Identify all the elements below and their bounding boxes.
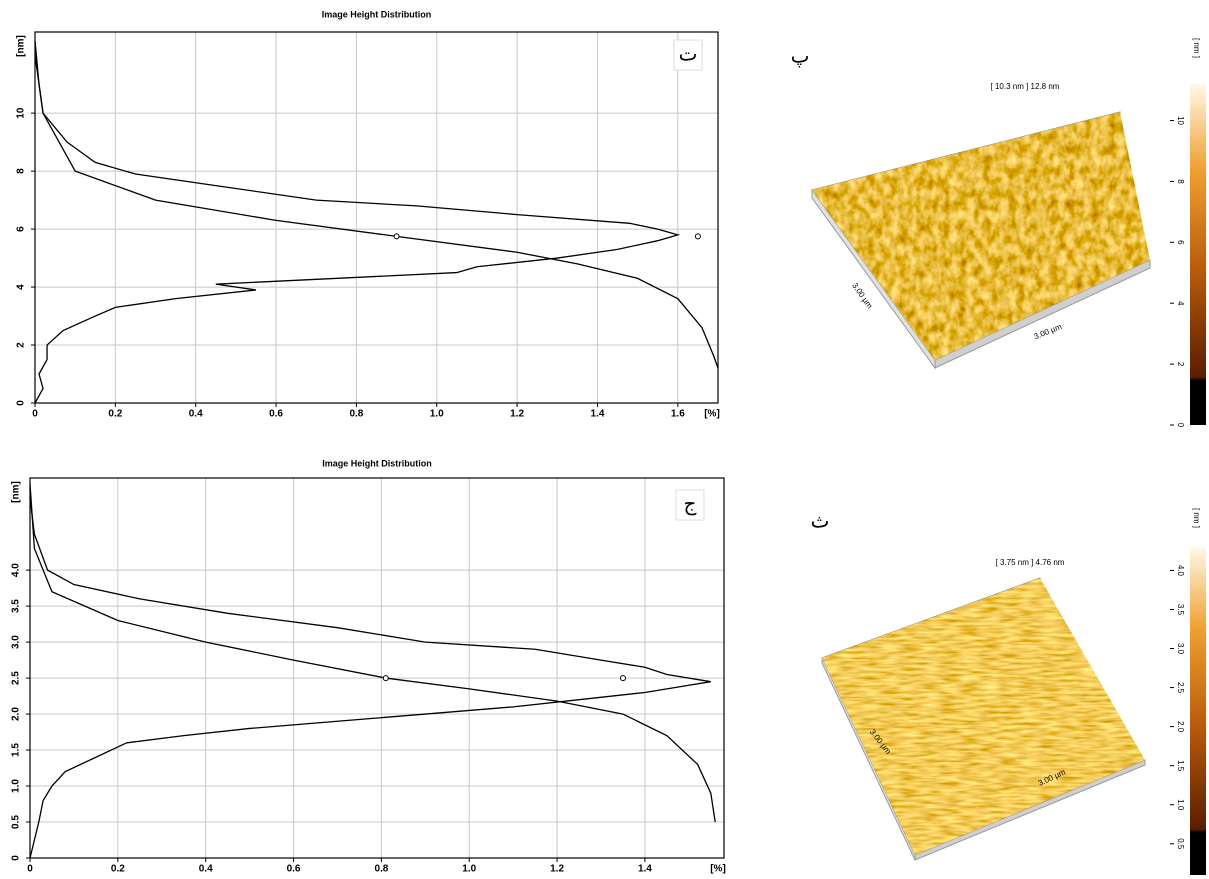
colorbar-tick-label: 2.5 [1176,682,1185,694]
x-axis-label: 3.00 µm [1033,322,1064,341]
y-tick-label: 4.0 [11,563,22,577]
y-tick-label: 8 [16,168,27,174]
marker [620,676,625,681]
colorbar-tick-label: 2 [1176,362,1185,367]
marker [383,676,388,681]
chart-title: Image Height Distribution [322,458,432,468]
x-tick-label: 0 [32,409,38,420]
colorbar-tick-label: 8 [1176,179,1185,184]
surface-title: [ 3.75 nm ] 4.76 nm [996,558,1065,567]
chart-title: Image Height Distribution [322,9,432,19]
x-tick-label: 0 [27,864,33,875]
colorbar-tick-label: 1.5 [1176,760,1185,772]
y-tick-label: 1.0 [11,779,22,793]
colorbar-tick-label: 4 [1176,301,1185,306]
colorbar-label: [ nm ] [1192,508,1201,528]
colorbar [1190,84,1206,425]
colorbar [1190,547,1206,875]
x-tick-label: 1.0 [430,409,444,420]
annotation: ت [679,42,698,66]
y-axis-label: 3.00 µm [850,281,874,310]
y-tick-label: 3.5 [11,599,22,613]
x-tick-label: 1.2 [550,864,564,875]
plot-frame [30,478,724,858]
y-tick-label: 4 [16,284,27,290]
x-tick-label: 1.4 [638,864,652,875]
x-tick-label: 1.6 [671,409,685,420]
y-tick-label: 0.5 [11,815,22,829]
data-line [35,41,718,369]
x-axis-label: [%] [710,864,726,875]
x-axis-label: [%] [704,409,720,420]
y-tick-label: 2 [16,342,27,348]
colorbar-tick-label: 3.0 [1176,643,1185,655]
y-tick-label: 2.5 [11,671,22,685]
annotation: ج [684,492,697,516]
colorbar-tick-label: 0 [1176,423,1185,428]
colorbar-tick-label: 10 [1176,116,1185,125]
y-tick-label: 1.5 [11,743,22,757]
x-tick-label: 1.2 [510,409,524,420]
data-line [30,484,715,822]
surface-title: [ 10.3 nm ] 12.8 nm [991,82,1060,91]
y-axis-label: [nm] [11,481,22,503]
x-tick-label: 0.8 [349,409,363,420]
y-tick-label: 6 [16,226,27,232]
surface [812,112,1150,360]
x-tick-label: 0.4 [199,864,213,875]
marker [695,234,700,239]
plot-frame [35,32,718,403]
colorbar-label: [ nm ] [1192,38,1201,58]
y-axis-label: [nm] [16,35,27,57]
annotation: پ [791,44,810,68]
surface [822,578,1145,855]
x-tick-label: 0.4 [189,409,203,420]
annotation: ث [811,509,830,533]
y-tick-label: 10 [16,107,27,119]
colorbar-tick-label: 4.0 [1176,565,1185,577]
colorbar-tick-label: 3.5 [1176,604,1185,616]
x-tick-label: 0.6 [269,409,283,420]
x-tick-label: 1.0 [462,864,476,875]
y-tick-label: 3.0 [11,635,22,649]
x-tick-label: 0.2 [111,864,125,875]
x-tick-label: 0.8 [374,864,388,875]
x-tick-label: 1.4 [591,409,605,420]
colorbar-tick-label: 6 [1176,240,1185,245]
colorbar-tick-label: 2.0 [1176,721,1185,733]
figure: Image Height Distribution 0 0.2 0.4 0.6 0.8 1.… [0,0,1209,879]
y-tick-label: 0 [11,855,22,861]
x-tick-label: 0.2 [108,409,122,420]
colorbar-tick-label: 1.0 [1176,799,1185,811]
colorbar-tick-label: 0.5 [1176,838,1185,850]
y-tick-label: 2.0 [11,707,22,721]
y-tick-label: 0 [16,400,27,406]
x-tick-label: 0.6 [287,864,301,875]
marker [394,234,399,239]
